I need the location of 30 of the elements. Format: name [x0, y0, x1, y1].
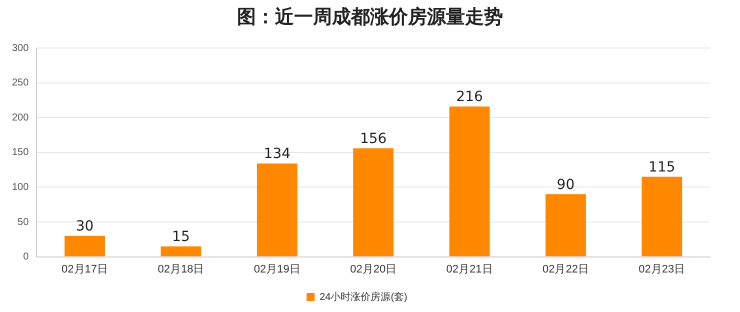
bar [64, 236, 105, 256]
bar [353, 148, 394, 256]
y-tick-label: 0 [23, 252, 30, 263]
data-label: 134 [264, 146, 291, 162]
data-label: 15 [172, 229, 190, 245]
y-tick-label: 100 [12, 182, 30, 193]
bar [160, 246, 202, 256]
data-label: 30 [76, 218, 94, 235]
legend-label: 24小时涨价房源(套) [320, 290, 408, 303]
x-tick-label: 02月22日 [542, 263, 589, 276]
x-tick-label: 02月18日 [158, 263, 204, 276]
x-tick-label: 02月21日 [446, 263, 493, 276]
x-tick-label: 02月19日 [254, 263, 300, 276]
y-tick-label: 200 [12, 112, 30, 124]
bar [642, 176, 682, 256]
bar [256, 164, 298, 256]
x-tick-label: 02月17日 [62, 263, 108, 276]
chart-title: 图：近一周成都涨价房源量走势 [236, 5, 504, 30]
bar [546, 194, 586, 256]
data-label: 90 [556, 176, 575, 193]
x-tick-label: 02月20日 [350, 263, 397, 276]
y-tick-label: 50 [18, 216, 30, 228]
bar [449, 106, 490, 256]
data-label: 115 [648, 159, 676, 176]
y-tick-label: 300 [12, 42, 30, 54]
data-label: 216 [456, 89, 483, 106]
x-tick-label: 02月23日 [638, 263, 686, 276]
data-label: 156 [360, 130, 387, 147]
y-tick-label: 150 [12, 147, 30, 158]
y-tick-label: 250 [12, 78, 30, 89]
